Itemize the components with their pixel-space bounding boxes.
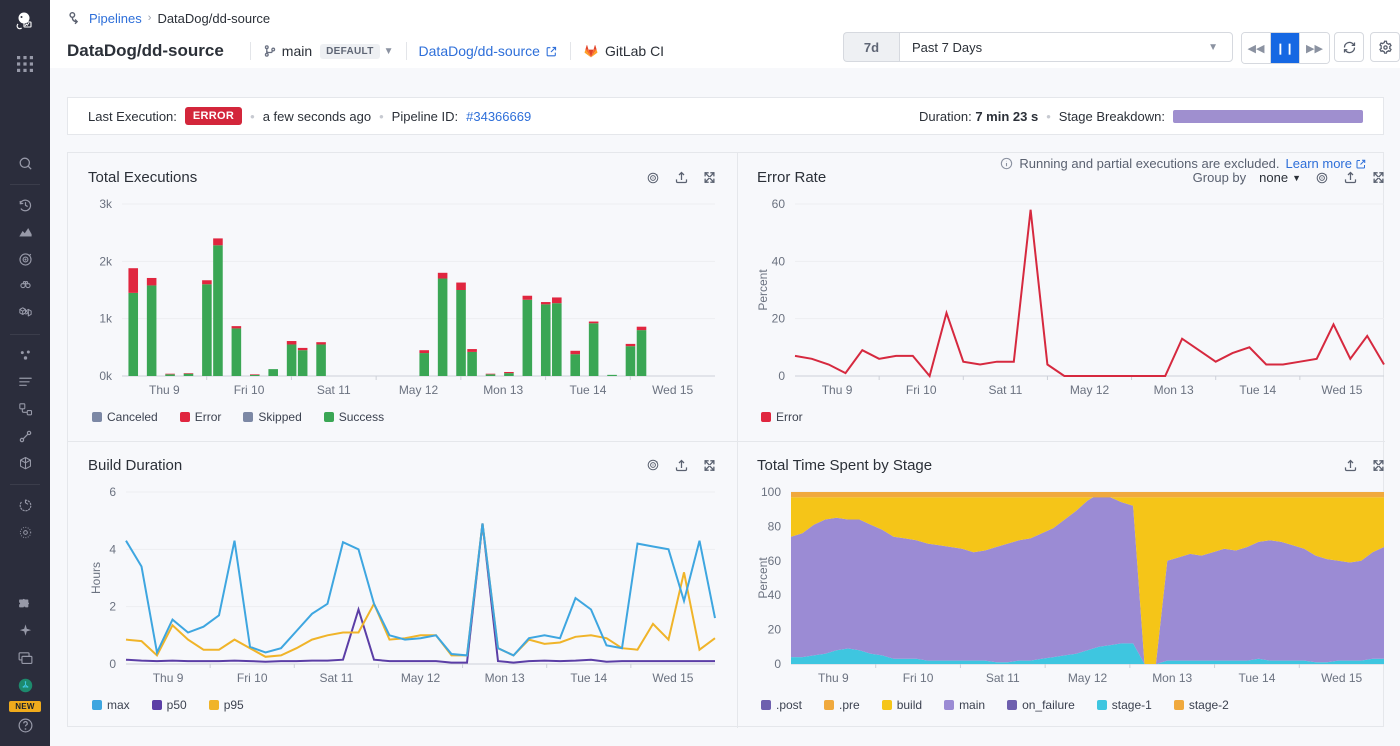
svg-text:Wed 15: Wed 15 xyxy=(652,671,693,685)
svg-text:Fri 10: Fri 10 xyxy=(234,383,265,397)
svg-text:Tue 14: Tue 14 xyxy=(1238,671,1275,685)
svg-text:2: 2 xyxy=(109,599,116,613)
svg-text:0: 0 xyxy=(778,369,785,383)
svg-text:Thu 9: Thu 9 xyxy=(818,671,849,685)
svg-text:4: 4 xyxy=(109,542,116,556)
svg-text:Hours: Hours xyxy=(89,561,103,593)
svg-text:Fri 10: Fri 10 xyxy=(237,671,268,685)
svg-text:Thu 9: Thu 9 xyxy=(149,383,180,397)
svg-text:Wed 15: Wed 15 xyxy=(1321,383,1362,397)
svg-text:Sat 11: Sat 11 xyxy=(988,383,1022,397)
svg-text:Tue 14: Tue 14 xyxy=(570,671,607,685)
svg-text:Percent: Percent xyxy=(757,556,770,598)
svg-text:1k: 1k xyxy=(99,312,113,326)
svg-text:80: 80 xyxy=(768,519,782,533)
svg-text:Thu 9: Thu 9 xyxy=(153,671,184,685)
svg-text:Sat 11: Sat 11 xyxy=(317,383,351,397)
svg-text:20: 20 xyxy=(768,622,782,636)
svg-text:40: 40 xyxy=(772,254,786,268)
svg-text:Mon 13: Mon 13 xyxy=(485,671,525,685)
svg-text:Mon 13: Mon 13 xyxy=(1152,671,1192,685)
svg-text:2k: 2k xyxy=(99,254,113,268)
svg-text:May 12: May 12 xyxy=(1070,383,1110,397)
svg-text:60: 60 xyxy=(772,197,786,211)
svg-text:100: 100 xyxy=(761,485,781,499)
svg-text:Sat 11: Sat 11 xyxy=(986,671,1020,685)
svg-text:Mon 13: Mon 13 xyxy=(1154,383,1194,397)
svg-text:Sat 11: Sat 11 xyxy=(319,671,353,685)
svg-text:Tue 14: Tue 14 xyxy=(1239,383,1276,397)
svg-text:0k: 0k xyxy=(99,369,113,383)
svg-text:Percent: Percent xyxy=(757,269,770,311)
svg-text:Wed 15: Wed 15 xyxy=(1321,671,1362,685)
svg-text:Wed 15: Wed 15 xyxy=(652,383,693,397)
svg-text:6: 6 xyxy=(109,485,116,499)
svg-text:May 12: May 12 xyxy=(401,671,441,685)
svg-text:0: 0 xyxy=(774,657,781,671)
svg-text:May 12: May 12 xyxy=(1068,671,1108,685)
svg-text:May 12: May 12 xyxy=(399,383,439,397)
svg-text:Fri 10: Fri 10 xyxy=(906,383,937,397)
svg-text:3k: 3k xyxy=(99,197,113,211)
svg-text:0: 0 xyxy=(109,657,116,671)
svg-text:Tue 14: Tue 14 xyxy=(569,383,606,397)
svg-text:Mon 13: Mon 13 xyxy=(483,383,523,397)
svg-text:20: 20 xyxy=(772,312,786,326)
svg-text:Fri 10: Fri 10 xyxy=(903,671,934,685)
svg-text:Thu 9: Thu 9 xyxy=(822,383,853,397)
